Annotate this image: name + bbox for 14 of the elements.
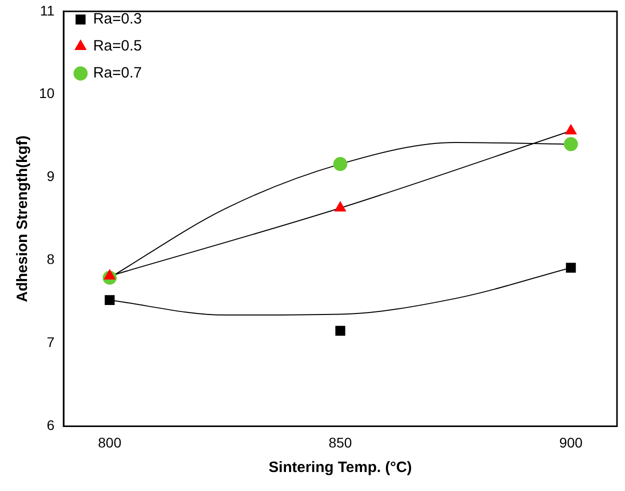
y-tick-label: 7 — [46, 334, 55, 350]
legend-label: Ra=0.5 — [93, 38, 142, 55]
y-tick-label: 11 — [40, 2, 55, 18]
y-axis-title: Adhesion Strength(kgf) — [14, 135, 32, 302]
legend-label: Ra=0.7 — [93, 64, 142, 82]
y-tick-label: 6 — [46, 417, 55, 434]
legend-label: Ra=0.3 — [93, 10, 142, 28]
x-tick-label: 850 — [328, 434, 352, 450]
x-tick-label: 900 — [559, 434, 583, 450]
y-tick-label: 10 — [38, 85, 55, 102]
x-tick-label: 800 — [98, 434, 122, 450]
y-tick-label: 9 — [46, 168, 55, 184]
y-tick-label: 8 — [46, 251, 55, 268]
x-axis-title: Sintering Temp. (°C) — [268, 459, 412, 476]
